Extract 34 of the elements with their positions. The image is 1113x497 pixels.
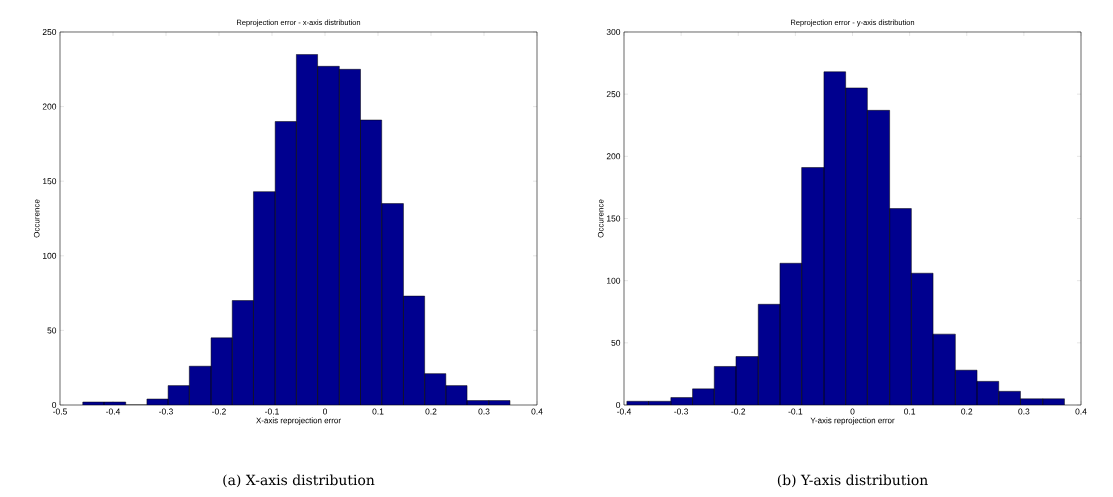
x-tick-label: 0.2 — [425, 408, 437, 415]
x-tick-label: 0.4 — [531, 408, 543, 415]
y-tick-label: 300 — [606, 29, 621, 35]
x-tick-label: -0.4 — [106, 408, 121, 415]
x-tick-label: 0.1 — [904, 408, 916, 415]
y-tick-label: 250 — [42, 29, 57, 35]
x-tick-label: -0.3 — [674, 408, 689, 415]
y-tick-label: 50 — [47, 327, 57, 334]
x-tick-label: 0.4 — [1075, 408, 1087, 415]
y-tick-label: 100 — [42, 252, 57, 259]
x-tick-label: 0.3 — [1018, 408, 1030, 415]
y-tick-label: 0 — [52, 402, 57, 408]
x-tick-label: -0.4 — [617, 408, 632, 415]
x-tick-label: -0.3 — [159, 408, 173, 415]
x-tick-label: -0.2 — [731, 408, 746, 415]
x-tick-label: 0 — [322, 408, 328, 415]
y-tick-label: 200 — [606, 153, 621, 160]
x-tick-label: 0.1 — [372, 408, 384, 415]
y-tick-label: 250 — [606, 91, 621, 98]
y-tick-label: 50 — [611, 339, 621, 346]
text: (a) X-axis distribution — [223, 474, 375, 488]
y-tick-label: 100 — [607, 277, 621, 284]
x-tick-label: -0.2 — [212, 408, 226, 415]
text: (b) Y-axis distribution — [777, 474, 928, 488]
x-tick-label: 0.2 — [961, 408, 973, 415]
x-tick-label: 0.3 — [478, 408, 490, 415]
x-tick-label: -0.1 — [265, 408, 279, 415]
y-tick-label: 0 — [616, 402, 621, 408]
y-tick-label: 150 — [607, 215, 621, 222]
y-tick-label: 200 — [42, 103, 57, 110]
y-tick-label: 150 — [42, 178, 57, 185]
x-tick-label: 0 — [850, 408, 855, 415]
x-tick-label: -0.5 — [53, 408, 67, 415]
x-tick-label: -0.1 — [788, 408, 803, 415]
